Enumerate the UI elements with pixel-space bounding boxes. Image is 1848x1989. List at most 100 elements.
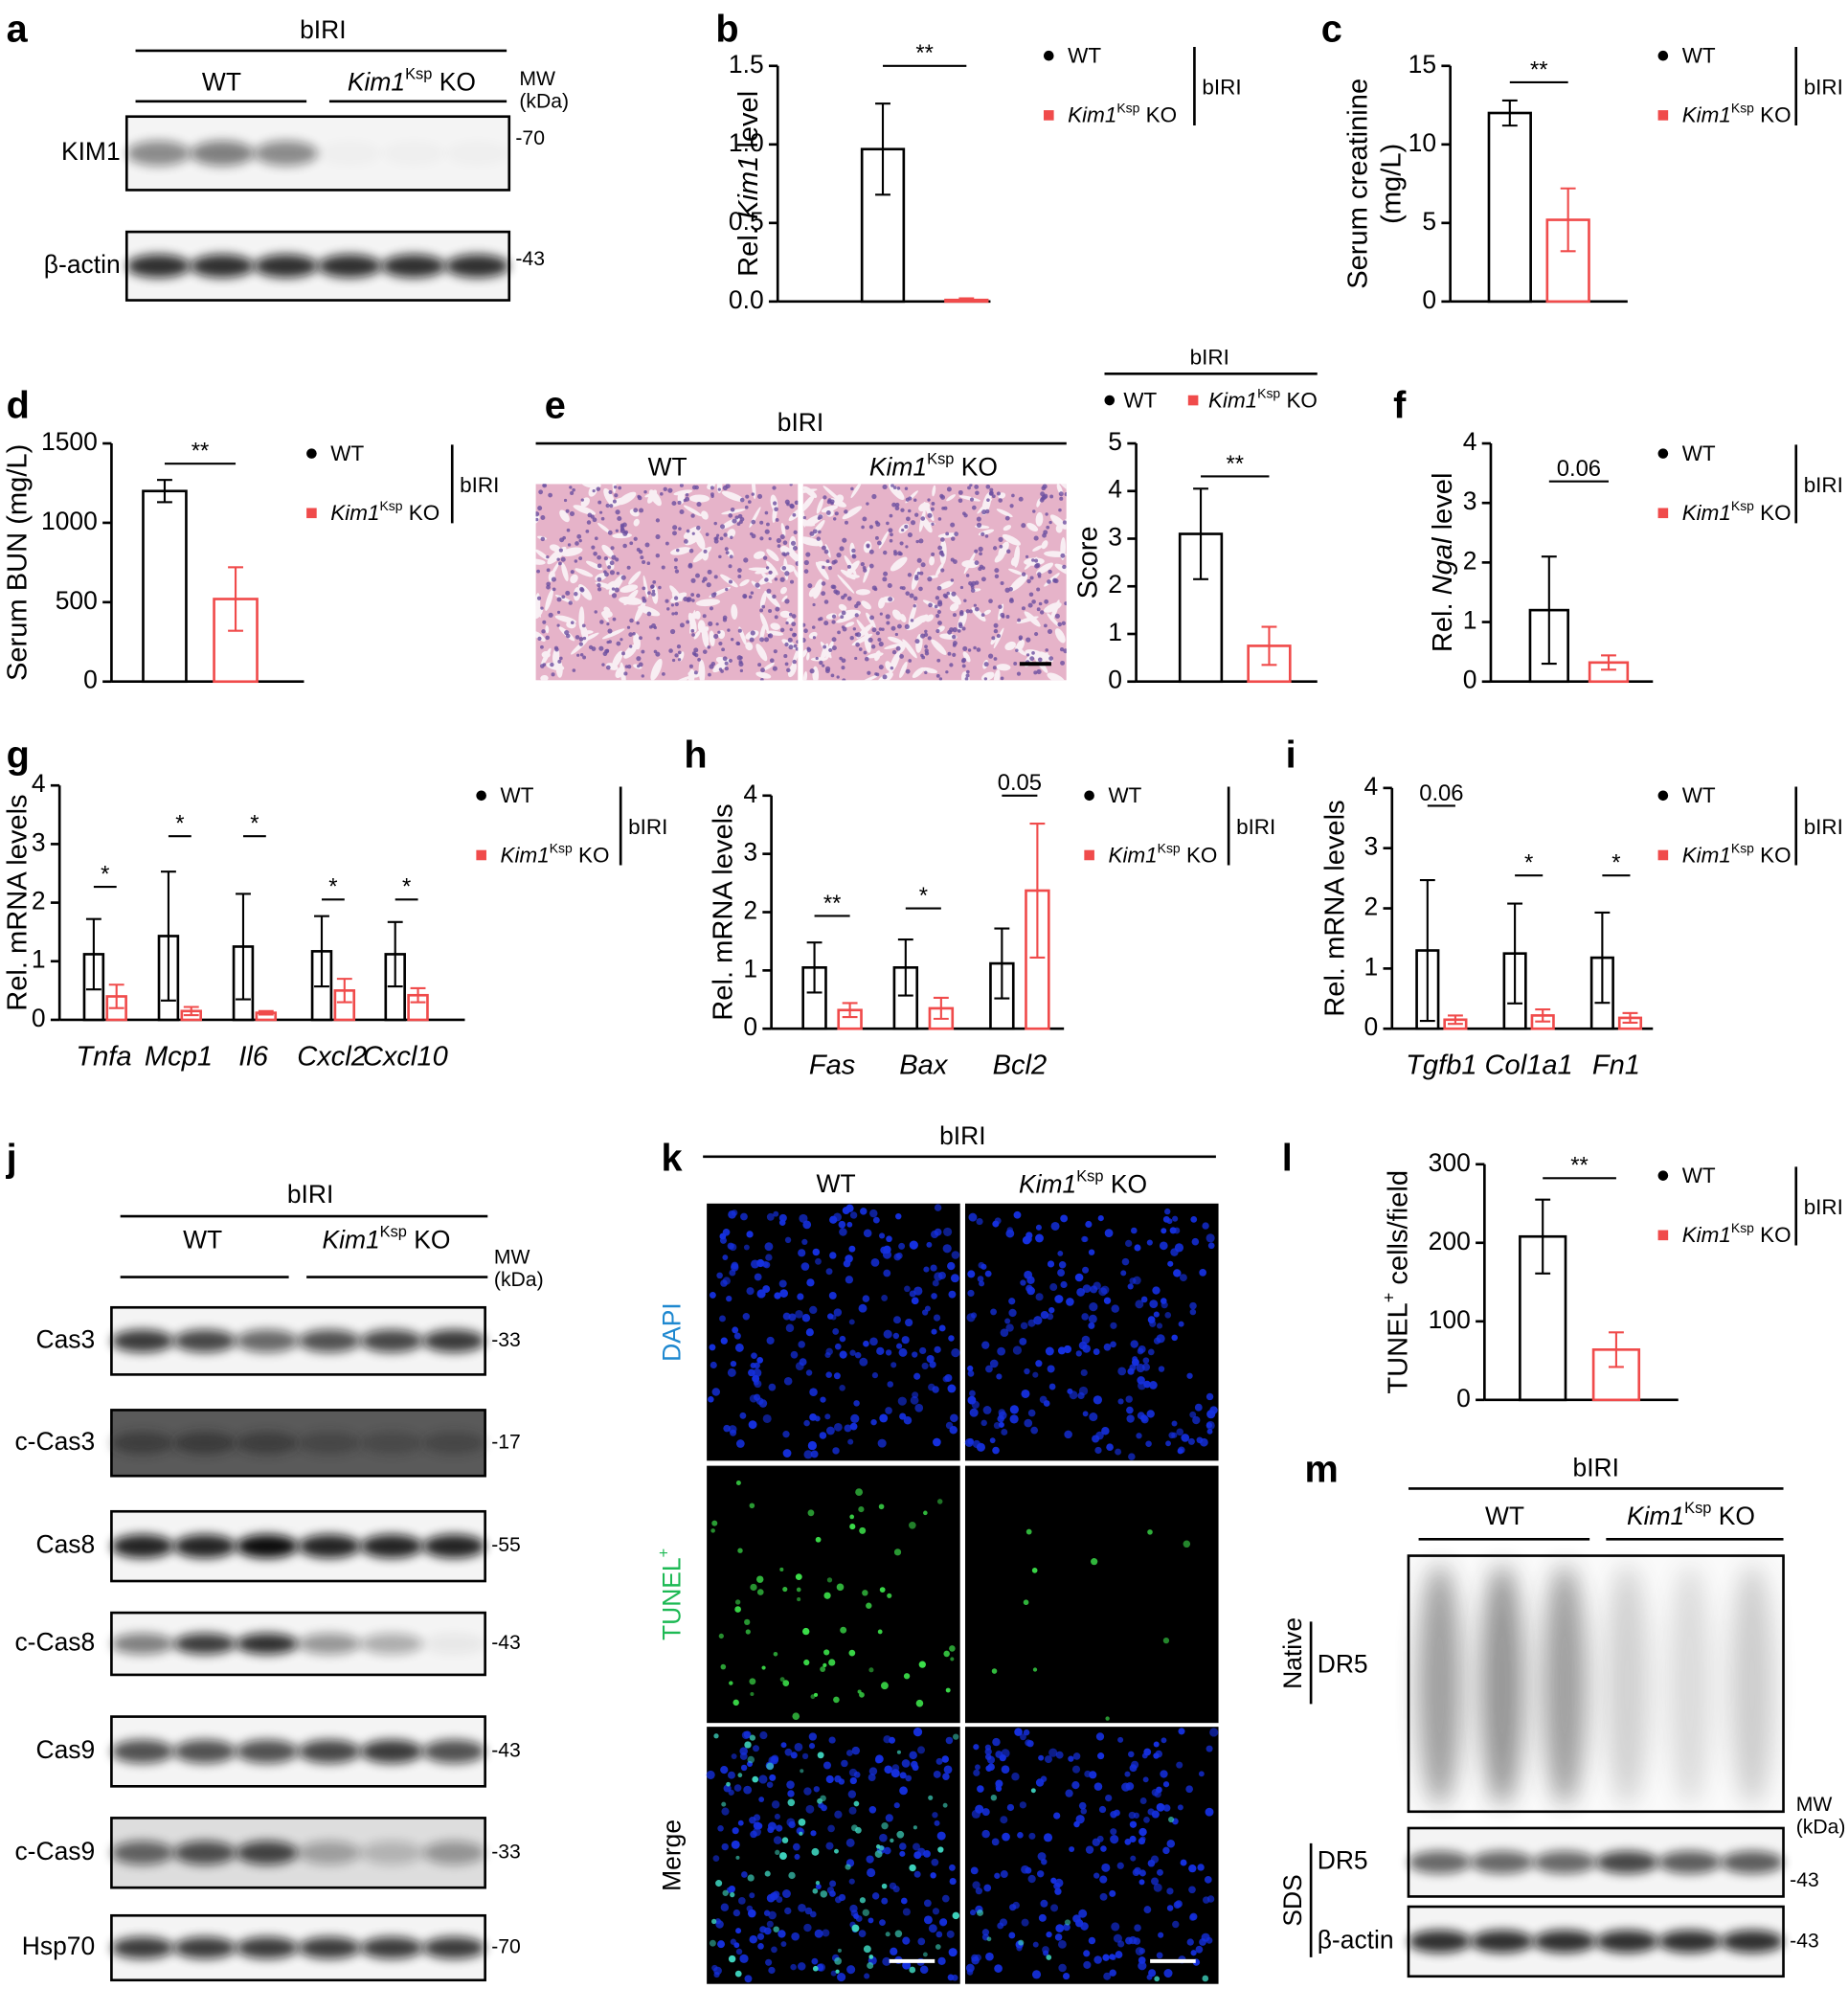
nucleus: [786, 1818, 796, 1827]
nucleus: [703, 549, 708, 554]
panel-letter: i: [1286, 735, 1296, 777]
nucleus: [761, 604, 766, 609]
tunel-cell: [1162, 1637, 1170, 1644]
lumen: [971, 607, 986, 622]
nucleus: [828, 647, 833, 653]
nucleus: [775, 518, 779, 522]
nucleus: [651, 592, 656, 597]
nucleus: [823, 644, 827, 649]
nucleus: [669, 628, 676, 635]
nucleus: [1088, 1314, 1097, 1323]
error-bar: [108, 983, 124, 1009]
nucleus: [1138, 1961, 1147, 1971]
tunel-cell: [823, 1649, 830, 1656]
nucleus: [881, 1295, 889, 1301]
tunel-cell: [977, 1909, 983, 1916]
nucleus: [1190, 1950, 1197, 1956]
nucleus: [782, 1449, 792, 1458]
nucleus: [935, 628, 940, 634]
y-tick-label: 3: [1463, 486, 1477, 515]
nucleus: [795, 1310, 803, 1319]
band: [422, 1432, 485, 1455]
nucleus: [914, 512, 919, 517]
nucleus: [1039, 1395, 1048, 1404]
tunel-cell: [779, 1677, 785, 1683]
nucleus: [851, 1746, 861, 1755]
legend-title: bIRI: [628, 815, 667, 839]
nucleus: [776, 537, 781, 544]
nucleus: [932, 1812, 938, 1819]
tunel-cell: [990, 1795, 998, 1801]
nucleus: [834, 1896, 843, 1904]
text-part: KO: [954, 452, 998, 481]
nucleus: [707, 645, 710, 649]
nucleus: [697, 657, 701, 662]
nucleus: [1194, 1403, 1203, 1412]
nucleus: [647, 591, 651, 595]
nucleus: [924, 670, 928, 675]
nucleus: [610, 546, 615, 551]
tunel-cell: [749, 1503, 755, 1509]
tunel-cell: [750, 1691, 755, 1697]
nucleus: [905, 1774, 913, 1782]
nucleus: [1195, 1945, 1204, 1954]
section-label: SDS: [1278, 1874, 1307, 1926]
nucleus: [1060, 1280, 1068, 1289]
nucleus: [1202, 1222, 1209, 1230]
nucleus: [842, 537, 847, 543]
text-part: Kim1: [869, 452, 927, 481]
lumen: [619, 596, 642, 605]
nucleus: [1158, 1932, 1164, 1938]
nucleus: [1115, 1448, 1122, 1456]
nucleus: [890, 484, 894, 487]
nucleus: [882, 576, 888, 582]
nucleus: [1187, 1437, 1195, 1445]
mw-value: -17: [491, 1431, 521, 1453]
nucleus: [1097, 1752, 1105, 1760]
nucleus: [988, 599, 993, 604]
nucleus: [597, 582, 601, 588]
nucleus: [849, 1211, 858, 1219]
nucleus: [640, 555, 644, 560]
nucleus: [878, 1232, 886, 1239]
nucleus: [903, 1415, 913, 1425]
legend-marker: [476, 790, 486, 802]
nucleus: [878, 665, 884, 670]
text-part: TUNEL: [658, 1557, 687, 1640]
nucleus: [919, 633, 926, 639]
tunel-cell: [909, 1966, 916, 1974]
y-tick-label: 0: [1108, 666, 1122, 694]
nucleus: [596, 486, 601, 491]
nucleus: [693, 670, 698, 675]
nucleus: [739, 497, 745, 503]
nucleus: [991, 494, 996, 499]
significance: 0.06: [1419, 780, 1463, 806]
nucleus: [691, 633, 695, 637]
tunel-cell: [782, 1680, 790, 1686]
nucleus: [988, 491, 994, 496]
band: [298, 1534, 361, 1559]
nucleus: [863, 650, 868, 655]
nucleus: [722, 615, 728, 621]
lumen: [802, 670, 808, 681]
nucleus: [767, 633, 772, 638]
nucleus: [655, 518, 661, 523]
nucleus: [950, 522, 956, 528]
lumen: [535, 558, 546, 565]
nucleus: [1059, 496, 1064, 501]
nucleus: [735, 1928, 742, 1934]
row-label: c-Cas3: [14, 1427, 95, 1456]
nucleus: [565, 590, 571, 596]
nucleus: [612, 617, 617, 622]
nucleus: [1153, 1883, 1162, 1892]
group-label: Kim1Ksp KO: [1627, 1500, 1755, 1530]
nucleus: [782, 1312, 791, 1321]
nucleus: [774, 577, 778, 581]
y-axis-label: Rel. Ngal level: [1428, 473, 1458, 653]
lumen: [628, 571, 642, 585]
nucleus: [750, 630, 755, 636]
nucleus: [728, 564, 732, 569]
nucleus: [798, 1903, 806, 1912]
mw-label: (kDa): [519, 91, 569, 113]
nucleus: [727, 1367, 736, 1377]
